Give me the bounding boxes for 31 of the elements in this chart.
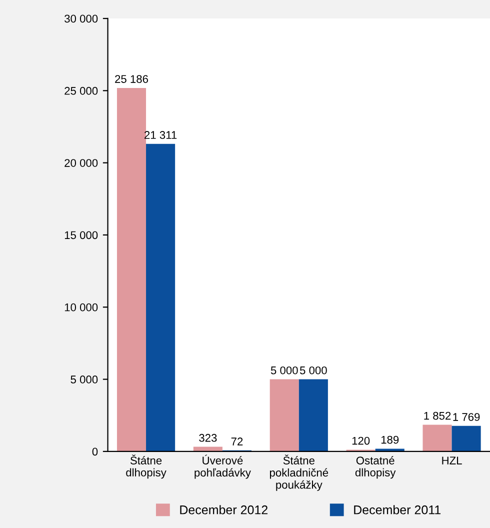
x-tick-label: Úverové pohľadávky	[194, 454, 251, 479]
bar	[116, 88, 146, 452]
data-label: 21 311	[144, 131, 177, 139]
y-tick-label: 10 000	[64, 303, 98, 312]
y-tick-label: 0	[92, 448, 98, 456]
x-tick-label: Ostatné dlhopisy	[355, 456, 396, 479]
bar	[375, 448, 404, 452]
data-label: 323	[199, 434, 217, 442]
bar	[298, 379, 328, 452]
bar	[422, 424, 452, 452]
y-tick-label: 15 000	[64, 231, 98, 240]
y-tick-label: 25 000	[64, 86, 98, 95]
x-tick-label: Štátne dlhopisy	[126, 454, 166, 479]
data-label: 189	[381, 436, 399, 444]
bar	[146, 144, 176, 452]
data-label: 72	[231, 438, 243, 446]
x-tick-label: HZL	[442, 456, 462, 464]
y-tick-label: 5 000	[70, 376, 98, 384]
data-label: 120	[352, 436, 370, 445]
y-tick-label: 30 000	[64, 14, 98, 23]
data-label: 1 852	[424, 412, 451, 420]
legend-label: December 2012	[180, 505, 268, 514]
data-label: 1 769	[453, 413, 480, 421]
data-label: 25 186	[115, 75, 148, 83]
bar	[270, 379, 299, 452]
bar	[452, 426, 481, 452]
y-tick-label: 20 000	[64, 159, 98, 167]
legend-label: December 2011	[354, 505, 441, 514]
data-label: 5 000	[300, 366, 327, 374]
x-tick-label: Štátne pokladničné poukážky	[270, 454, 328, 491]
data-label: 5 000	[270, 366, 298, 374]
